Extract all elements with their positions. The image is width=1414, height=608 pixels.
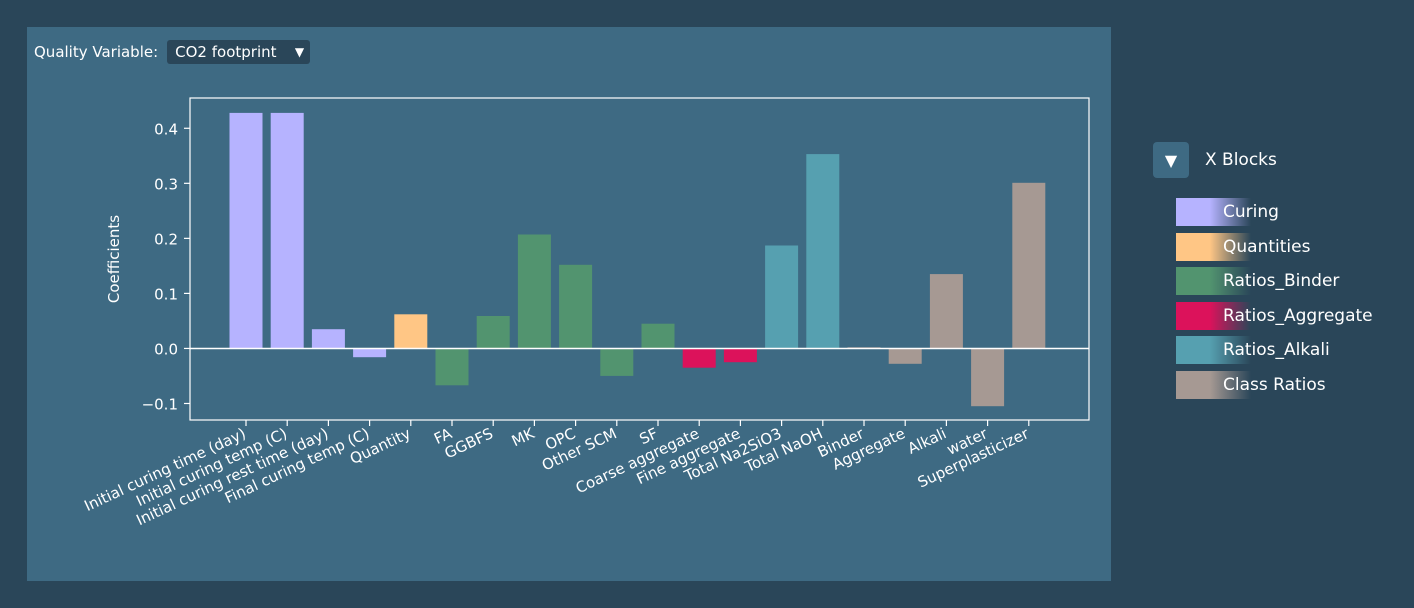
bar bbox=[682, 348, 716, 368]
legend-title: X Blocks bbox=[1205, 150, 1277, 170]
chart-panel: Quality Variable: CO2 footprint ▼ −0.1 0.… bbox=[27, 27, 1111, 581]
bar bbox=[723, 348, 757, 363]
legend-swatch bbox=[1176, 370, 1251, 399]
legend-item[interactable]: Quantities bbox=[1176, 232, 1396, 261]
bar bbox=[559, 264, 593, 349]
y-axis-label: Coefficients bbox=[105, 215, 123, 303]
bar bbox=[641, 323, 675, 349]
bar bbox=[1012, 182, 1046, 349]
bar bbox=[394, 314, 428, 349]
legend-item[interactable]: Curing bbox=[1176, 198, 1396, 226]
bar bbox=[765, 245, 799, 349]
plot-frame bbox=[189, 97, 1090, 421]
x-tick-label: GGBFS bbox=[442, 424, 496, 462]
y-tick-label: −0.1 bbox=[142, 395, 178, 413]
bar bbox=[806, 154, 840, 349]
legend-item[interactable]: Ratios_Alkali bbox=[1176, 336, 1396, 364]
legend-label: Class Ratios bbox=[1223, 374, 1326, 395]
legend-item[interactable]: Class Ratios bbox=[1176, 370, 1396, 399]
legend-swatch bbox=[1176, 267, 1251, 295]
legend-items: Curing Quantities Ratios_Binder Ratios_Aggr… bbox=[1153, 198, 1403, 399]
quality-variable-row: Quality Variable: CO2 footprint ▼ bbox=[34, 40, 311, 64]
x-tick-label: Alkali bbox=[905, 424, 949, 457]
bar bbox=[435, 348, 469, 386]
legend-label: Ratios_Alkali bbox=[1223, 340, 1330, 360]
legend-item[interactable]: Ratios_Aggregate bbox=[1176, 301, 1396, 330]
legend-swatch bbox=[1176, 232, 1251, 261]
y-tick-label: 0.2 bbox=[154, 230, 178, 248]
quality-variable-value: CO2 footprint bbox=[175, 43, 277, 61]
legend-label: Ratios_Binder bbox=[1223, 271, 1340, 291]
bar bbox=[929, 274, 963, 349]
y-tick-label: 0.0 bbox=[154, 340, 178, 358]
legend-item[interactable]: Ratios_Binder bbox=[1176, 267, 1396, 295]
bar bbox=[353, 348, 387, 358]
legend-swatch bbox=[1176, 336, 1251, 364]
legend-label: Curing bbox=[1223, 202, 1279, 222]
x-tick-label: SF bbox=[637, 424, 661, 448]
bar bbox=[971, 348, 1005, 407]
legend-swatch bbox=[1176, 301, 1251, 330]
y-tick-label: 0.1 bbox=[154, 285, 178, 303]
x-blocks-legend: ▼ X Blocks Curing Quantities Ratios_Binder… bbox=[1153, 142, 1403, 405]
bar bbox=[888, 348, 922, 364]
legend-label: Quantities bbox=[1223, 236, 1311, 257]
bar bbox=[270, 112, 304, 349]
triangle-down-icon: ▼ bbox=[1164, 150, 1178, 170]
bar bbox=[600, 348, 634, 376]
bar bbox=[311, 329, 345, 349]
legend-toggle-button[interactable]: ▼ bbox=[1153, 142, 1189, 178]
legend-label: Ratios_Aggregate bbox=[1223, 305, 1373, 326]
bar bbox=[517, 234, 551, 349]
x-tick-label: MK bbox=[509, 424, 538, 450]
bar bbox=[476, 316, 510, 349]
legend-header: ▼ X Blocks bbox=[1153, 142, 1403, 178]
quality-variable-dropdown[interactable]: CO2 footprint ▼ bbox=[167, 40, 311, 64]
quality-variable-label: Quality Variable: bbox=[34, 43, 159, 61]
bar bbox=[229, 112, 263, 349]
y-tick-label: 0.4 bbox=[154, 120, 178, 138]
y-tick-label: 0.3 bbox=[154, 175, 178, 193]
triangle-down-icon: ▼ bbox=[294, 45, 305, 59]
legend-swatch bbox=[1176, 198, 1251, 226]
